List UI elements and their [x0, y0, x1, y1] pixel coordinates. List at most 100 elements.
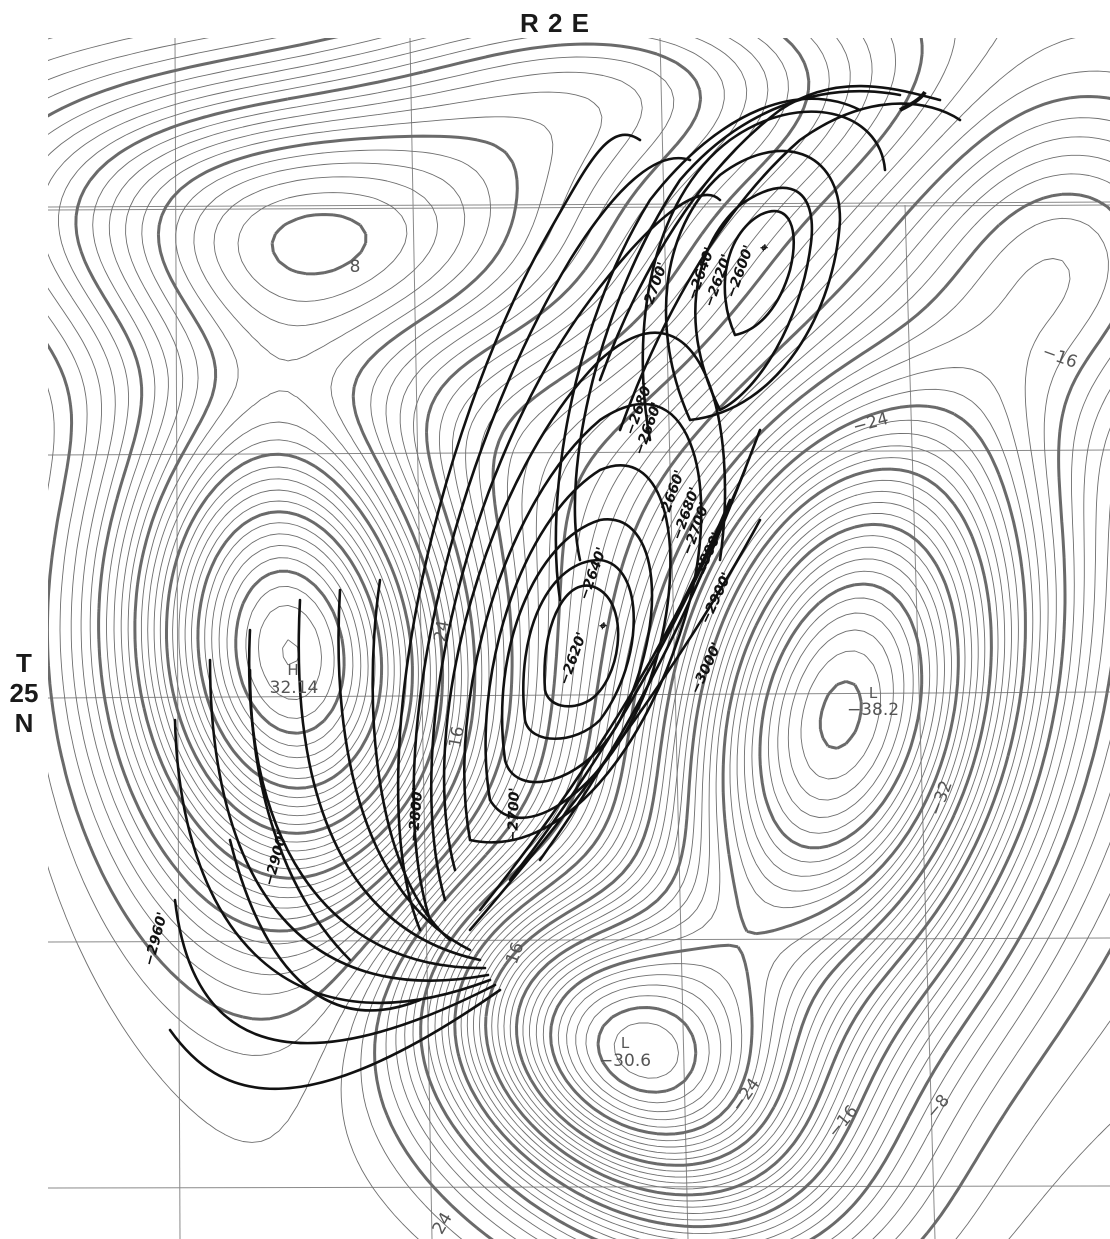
contour-line: [529, 490, 979, 1154]
contour-line: [542, 512, 966, 1142]
contour-line: [147, 162, 466, 861]
contour-line: [566, 546, 945, 1121]
contour-line: [48, 38, 789, 995]
township-label: T 25 N: [0, 648, 48, 738]
index-contour: [165, 213, 414, 835]
contour-line: [178, 478, 401, 817]
contour-line: [140, 149, 492, 870]
contour-line: [92, 56, 675, 920]
contour-line: [184, 489, 395, 808]
gravity-label: 8: [350, 257, 361, 277]
structure-label: −2620': [556, 630, 590, 687]
contour-line: [441, 154, 1110, 1239]
structure-contour: [641, 110, 887, 442]
contour-line: [153, 176, 439, 852]
range-label: R 2 E: [519, 8, 591, 38]
contour-line: [58, 38, 725, 945]
structure-contour: [664, 149, 842, 422]
contour-line: [777, 612, 905, 818]
contour-line: [503, 445, 1006, 1178]
structure-contour: [173, 898, 497, 1045]
gravity-label: H: [287, 661, 298, 679]
structure-contour: [573, 89, 902, 562]
structure-contour: [598, 84, 942, 382]
contour-line: [447, 173, 1110, 1235]
structure-contour: [468, 518, 762, 932]
gravity-label: 16: [445, 725, 468, 750]
index-contour: [515, 467, 993, 1167]
index-contour: [234, 569, 346, 735]
gravity-label: −16: [824, 1102, 862, 1142]
structure-contour: [618, 102, 962, 432]
structure-contour: [500, 518, 654, 784]
contour-line: [491, 419, 1019, 1190]
index-contour: [453, 192, 1110, 1229]
gravity-label: L: [621, 1034, 630, 1052]
structure-label: −2800': [406, 787, 427, 843]
gravity-label: L: [869, 684, 878, 702]
index-contour: [74, 42, 703, 933]
structure-contour: [442, 331, 727, 872]
structure-contour: [899, 90, 927, 112]
contour-line: [412, 70, 1110, 1239]
structure-contour: [297, 598, 482, 962]
township-label-line: 25: [9, 678, 39, 708]
structure-contour: [694, 186, 814, 412]
index-contour: [596, 582, 924, 1094]
structure-contour: [508, 468, 747, 882]
contour-line: [191, 500, 389, 799]
structure-contour: [228, 838, 422, 1012]
contour-line: [172, 466, 407, 826]
gravity-label: −8: [922, 1091, 953, 1123]
index-contour: [48, 38, 811, 1021]
structure-contour: [430, 193, 722, 902]
grid-line: [48, 937, 1110, 943]
contour-line: [434, 136, 1110, 1239]
structure-contour: [248, 668, 352, 962]
contour-line: [535, 501, 973, 1148]
structure-contour: [337, 588, 472, 952]
structure-contour: [208, 658, 490, 982]
structure-contour: [173, 718, 492, 1005]
structure-contour: [554, 97, 862, 602]
contour-line: [787, 629, 894, 801]
contour-line: [204, 522, 376, 780]
contour-line: [613, 597, 914, 1079]
gravity-label: −24: [727, 1075, 764, 1116]
contour-line: [466, 258, 1071, 1214]
index-contour: [818, 679, 863, 750]
gravity-label: 32.14: [270, 678, 319, 698]
structure-contour: [723, 209, 796, 337]
structure-contour: [168, 988, 502, 1091]
structure-contour: [463, 403, 703, 844]
contour-line: [395, 38, 1110, 1239]
structure-contour: [478, 498, 732, 912]
contour-line: [522, 479, 986, 1160]
contour-line: [385, 38, 1110, 1239]
contour-line: [120, 91, 603, 899]
contour-line: [427, 117, 1110, 1239]
gravity-label: −32: [926, 778, 957, 819]
contour-line: [108, 71, 643, 909]
index-contour: [549, 522, 960, 1136]
structure-contour: [412, 156, 692, 922]
summit-marker: ⌖: [598, 619, 607, 634]
contour-line: [404, 38, 1110, 1239]
structure-contours: [168, 84, 962, 1091]
contour-line: [479, 388, 1034, 1202]
gravity-label: −24: [851, 409, 891, 438]
township-label-line: T: [16, 648, 32, 678]
structure-contour: [543, 584, 620, 708]
structure-label: −2700': [505, 787, 523, 843]
contour-line: [460, 217, 1109, 1221]
gravity-label: −38.2: [847, 700, 899, 720]
contour-line: [800, 650, 881, 780]
grid-line: [659, 38, 689, 1239]
contour-line: [497, 432, 1012, 1184]
contour-line: [575, 558, 938, 1113]
gravity-label: 24: [430, 619, 453, 644]
